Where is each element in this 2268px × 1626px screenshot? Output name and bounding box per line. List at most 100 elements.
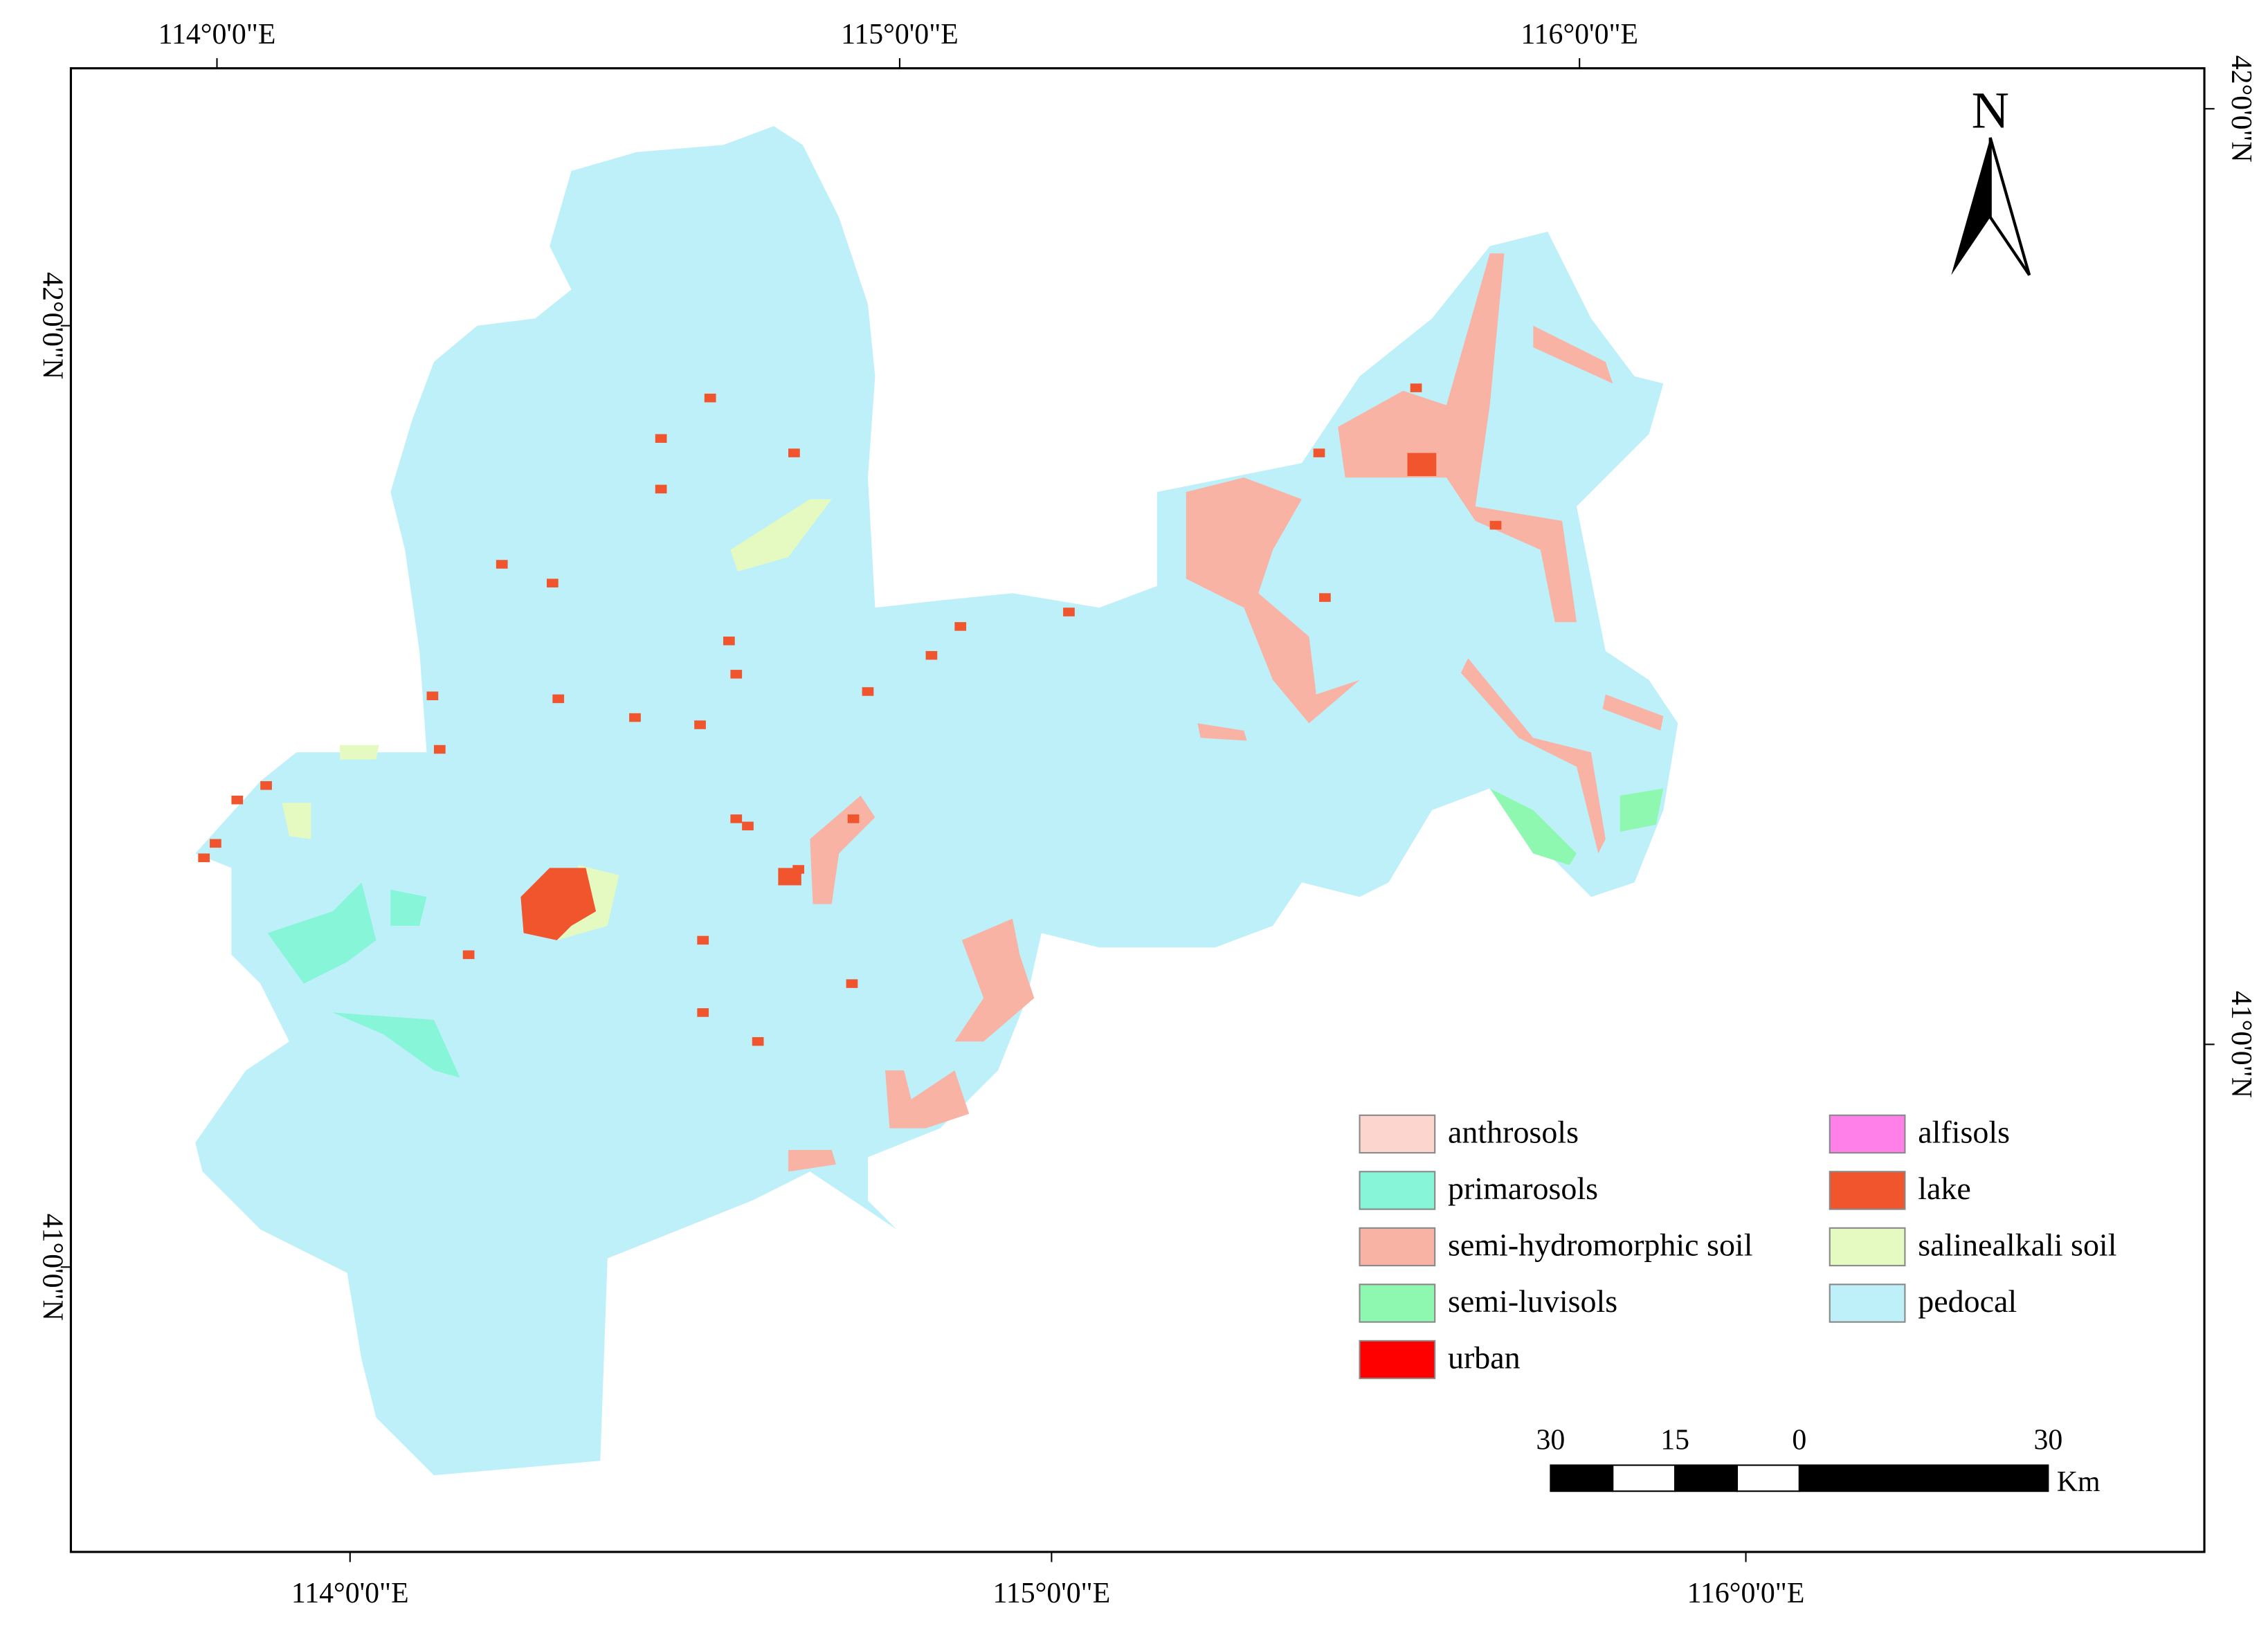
lake-pixel [462, 950, 475, 960]
lake-pixel [655, 434, 667, 443]
graticule-label: 42°0'0"N [37, 272, 69, 379]
graticule-label: 115°0'0"E [841, 19, 959, 51]
graticule-label: 42°0'0"N [2225, 55, 2257, 163]
lake-pixel [1319, 593, 1331, 602]
lake-pixel [730, 670, 743, 679]
scale-segment [1798, 1464, 2049, 1492]
scale-label: 15 [1660, 1425, 1689, 1456]
scale-segment [1736, 1464, 1800, 1492]
lake-pixel [655, 484, 667, 494]
lake-pixel [697, 935, 709, 945]
soil-patch [954, 918, 1035, 1042]
scale-unit: Km [2057, 1466, 2101, 1498]
soil-patch [1186, 477, 1360, 724]
soil-patch [332, 1012, 460, 1078]
graticule-label: 114°0'0"E [291, 1578, 409, 1609]
pedocal-area [195, 126, 1678, 1476]
lake-pixel [426, 691, 439, 700]
lake-pixel [954, 622, 967, 631]
soil-patch [1620, 788, 1664, 832]
basin [195, 126, 1678, 1476]
lake-pixel [552, 694, 565, 704]
legend-label: semi-luvisols [1448, 1284, 1617, 1319]
lake-patch [1407, 453, 1437, 477]
lake-pixel [210, 839, 221, 848]
legend-swatch [1829, 1284, 1906, 1323]
lake-pixel [752, 1036, 764, 1046]
lake-pixel [231, 795, 244, 805]
scale-label: 0 [1792, 1425, 1806, 1456]
scale-segment [1550, 1464, 1614, 1492]
lake-pixel [704, 393, 716, 403]
lake-pixel [198, 853, 210, 863]
soil-patch [1533, 325, 1613, 384]
legend-label: salinealkali soil [1918, 1227, 2116, 1263]
legend-swatch [1829, 1171, 1906, 1210]
legend-label: pedocal [1918, 1284, 2017, 1319]
legend-swatch [1359, 1284, 1436, 1323]
soil-patch [282, 803, 311, 839]
lake-pixel [925, 650, 938, 660]
scale-label: 30 [2033, 1425, 2062, 1456]
lake-patch [778, 868, 801, 886]
graticule-ticks: 114°0'0"E 115°0'0"E 116°0'0"E 114°0'0"E 115°… [37, 19, 2257, 1609]
soil-patch [390, 889, 427, 926]
lake-pixel [730, 814, 743, 823]
scale-segment [1674, 1464, 1739, 1492]
scale-segment [1612, 1464, 1676, 1492]
legend: anthrosols primarosols semi-hydromorphic s… [1359, 1114, 2116, 1380]
lake-pixel [1313, 448, 1325, 457]
lake-pixel [742, 821, 754, 831]
legend-swatch [1359, 1340, 1436, 1380]
soil-patch [267, 882, 377, 984]
graticule-label: 116°0'0"E [1521, 19, 1638, 51]
lake-pixel [862, 687, 874, 696]
soil-patch [1602, 694, 1664, 731]
graticule-label: 114°0'0"E [158, 19, 276, 51]
lake-pixel [788, 448, 800, 457]
legend-label: lake [1918, 1171, 1971, 1206]
graticule-label: 115°0'0"E [993, 1578, 1111, 1609]
north-label: N [1972, 82, 2009, 139]
soil-patch [885, 1070, 970, 1129]
lake-pixel [697, 1008, 709, 1017]
legend-swatch [1829, 1227, 1906, 1267]
lake-pixel [723, 637, 735, 646]
legend-label: urban [1448, 1340, 1521, 1376]
graticule-label: 41°0'0"N [2225, 991, 2257, 1098]
graticule-label: 116°0'0"E [1687, 1578, 1805, 1609]
lake-pixel [629, 713, 641, 722]
lake-pixel [1063, 608, 1075, 616]
lake-pixel [546, 578, 559, 587]
lake-pixel [433, 745, 446, 754]
lake-pixel [260, 781, 272, 790]
soil-patch [340, 745, 379, 760]
soil-patch [1338, 253, 1577, 623]
lake-pixel [694, 720, 706, 729]
legend-label: alfisols [1918, 1115, 2010, 1150]
lake-pixel [846, 979, 858, 988]
soil-patch [788, 1149, 836, 1172]
legend-swatch [1829, 1114, 1906, 1154]
soil-patch [730, 499, 832, 572]
legend-label: primarosols [1448, 1171, 1598, 1206]
legend-swatch [1359, 1114, 1436, 1154]
soil-patch [520, 868, 597, 940]
north-arrow-right [1988, 137, 2031, 276]
scale-label: 30 [1536, 1425, 1566, 1456]
scale-bar: 30 15 0 30 Km [1536, 1425, 2101, 1499]
soil-patch [1489, 788, 1577, 866]
lake-pixel [847, 814, 860, 823]
graticule-label: 41°0'0"N [37, 1214, 69, 1321]
soil-patch [1197, 723, 1247, 741]
lake-pixel [1489, 520, 1502, 530]
soil-patch [1460, 658, 1606, 854]
legend-label: semi-hydromorphic soil [1448, 1227, 1752, 1263]
legend-swatch [1359, 1227, 1436, 1267]
lake-pixel [496, 560, 508, 569]
legend-label: anthrosols [1448, 1115, 1579, 1150]
legend-swatch [1359, 1171, 1436, 1210]
lake-pixel [1410, 383, 1422, 392]
